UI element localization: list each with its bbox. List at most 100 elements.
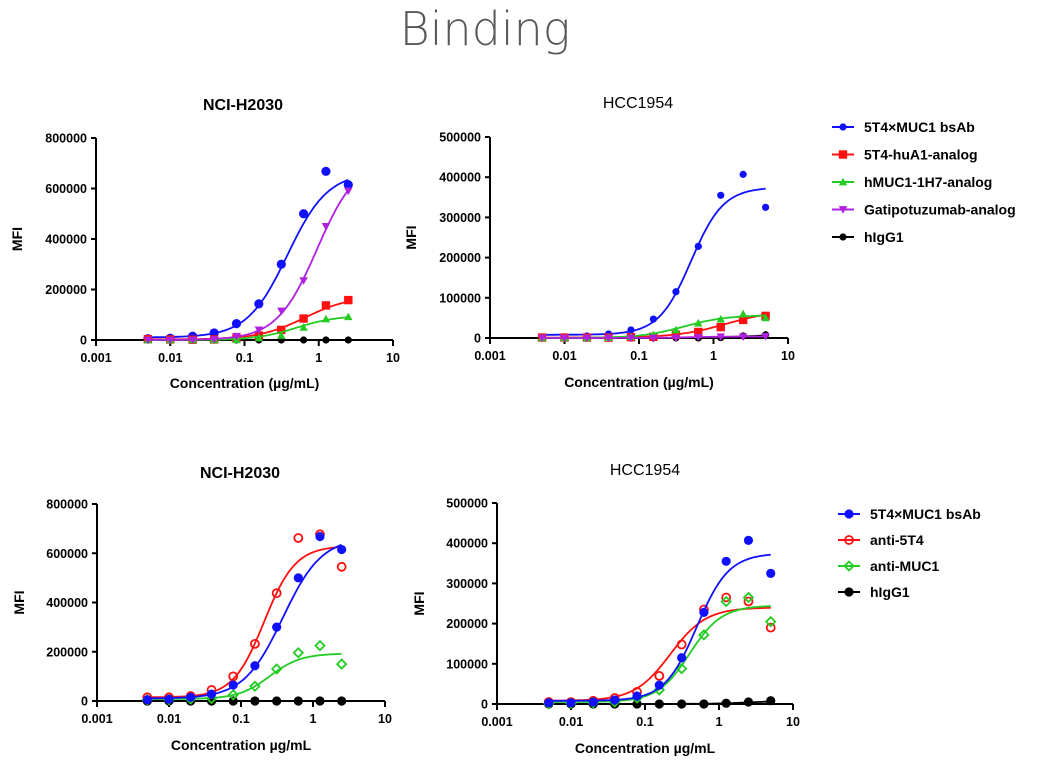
- x-tick-label: 0.01: [157, 712, 181, 726]
- data-point: [649, 334, 658, 343]
- x-tick-label: 0.1: [630, 349, 647, 363]
- data-point: [694, 318, 703, 327]
- y-tick-label: 100000: [446, 657, 488, 671]
- chart-panel-4: HCC1954 0 100000 200000 300000 400000 500000 0.…: [411, 462, 800, 756]
- legend-label: 5T4-huA1-analog: [864, 147, 978, 163]
- data-point: [254, 333, 264, 342]
- data-point: [232, 332, 241, 341]
- fit-curve: [147, 178, 349, 339]
- data-point: [654, 699, 664, 709]
- data-point: [738, 315, 748, 325]
- series-gatipotuzumab-analog: [537, 333, 770, 343]
- x-tick-label: 10: [378, 712, 392, 726]
- data-point: [270, 663, 283, 675]
- legend-item: hIgG1: [832, 229, 904, 245]
- y-tick-label: 500000: [439, 131, 481, 145]
- x-axis-label: Concentration µg/mL: [575, 740, 716, 756]
- data-point: [582, 334, 592, 343]
- fit-curve: [147, 189, 350, 341]
- x-tick-label: 10: [781, 349, 795, 363]
- data-point: [188, 336, 197, 345]
- legend-marker: [838, 177, 848, 186]
- data-point: [272, 622, 282, 632]
- data-point: [764, 615, 777, 628]
- y-tick-label: 400000: [446, 537, 488, 551]
- x-tick-label: 0.01: [158, 351, 182, 365]
- data-point: [766, 568, 776, 578]
- data-point: [766, 696, 776, 706]
- y-tick-label: 500000: [446, 497, 488, 511]
- fit-curve: [548, 553, 771, 702]
- legend-marker: [844, 509, 854, 519]
- legend-label: hMUC1-1H7-analog: [864, 174, 992, 190]
- data-point: [675, 662, 688, 675]
- legend-marker: [839, 233, 847, 241]
- x-axis-label: Concentration (µg/mL): [564, 374, 714, 390]
- y-tick-label: 200000: [46, 645, 88, 659]
- data-point: [299, 323, 308, 331]
- chart-panel-3: NCI-H2030 0 200000 400000 600000 800000 0.001 0…: [11, 465, 392, 753]
- y-tick-label: 0: [474, 332, 481, 346]
- data-point: [649, 315, 657, 323]
- x-tick-label: 0.001: [481, 715, 512, 729]
- data-point: [344, 187, 353, 196]
- data-point: [186, 692, 196, 702]
- data-point: [293, 533, 304, 543]
- data-point: [292, 646, 305, 659]
- fit-curve: [147, 653, 342, 700]
- data-point: [335, 658, 348, 670]
- data-point: [344, 312, 353, 321]
- legend-item: anti-MUC1: [838, 558, 939, 574]
- legend-marker: [844, 587, 854, 597]
- data-point: [672, 288, 680, 296]
- x-axis-label: Concentration (µg/mL): [170, 375, 320, 391]
- data-point: [271, 588, 282, 599]
- y-tick-label: 600000: [46, 547, 88, 561]
- data-point: [720, 595, 732, 608]
- y-axis-label: MFI: [411, 591, 427, 615]
- y-tick-label: 0: [80, 334, 87, 348]
- legend-item: Gatipotuzumab-analog: [832, 202, 1016, 218]
- data-point: [677, 653, 687, 663]
- series-anti-5t4: [142, 529, 347, 703]
- x-tick-label: 0.1: [636, 715, 653, 729]
- x-tick-label: 0.01: [559, 715, 583, 729]
- y-tick-label: 200000: [439, 251, 481, 265]
- legend: 5T4×MUC1 bsAb anti-5T4 anti-MUC1 hIgG1: [838, 506, 981, 600]
- data-point: [721, 592, 732, 603]
- data-point: [293, 696, 303, 706]
- legend-item: hIgG1: [838, 584, 910, 600]
- data-point: [206, 689, 217, 699]
- data-point: [227, 689, 240, 701]
- series-5t4-muc1-bsab: [142, 531, 347, 705]
- series-gatipotuzumab-analog: [143, 187, 353, 345]
- y-tick-label: 300000: [439, 211, 481, 225]
- data-point: [298, 209, 309, 219]
- data-point: [321, 166, 331, 176]
- x-tick-label: 0.01: [552, 349, 576, 363]
- chart-panel-2: HCC1954 0 100000 200000 300000 400000 500000 0.…: [403, 95, 795, 390]
- x-tick-label: 0.001: [81, 712, 112, 726]
- data-point: [677, 699, 687, 709]
- data-point: [254, 326, 264, 335]
- data-point: [249, 680, 261, 692]
- data-point: [272, 696, 282, 706]
- data-point: [336, 561, 347, 572]
- data-point: [344, 295, 353, 305]
- legend-marker: [838, 150, 848, 159]
- x-tick-label: 0.001: [80, 351, 111, 365]
- fit-curve: [147, 546, 342, 699]
- chart-panel-1: NCI-H2030 0 200000 400000 600000 800000 0.001 0…: [9, 97, 400, 391]
- data-point: [654, 670, 665, 681]
- data-point: [742, 591, 755, 604]
- series-5t4-muc1-bsab: [143, 166, 353, 344]
- data-point: [721, 556, 731, 566]
- data-point: [699, 699, 709, 709]
- data-point: [343, 180, 353, 190]
- legend-marker: [844, 535, 854, 545]
- chart-title: HCC1954: [603, 95, 673, 112]
- data-point: [738, 333, 748, 341]
- fit-curve: [147, 543, 342, 700]
- data-point: [277, 325, 286, 335]
